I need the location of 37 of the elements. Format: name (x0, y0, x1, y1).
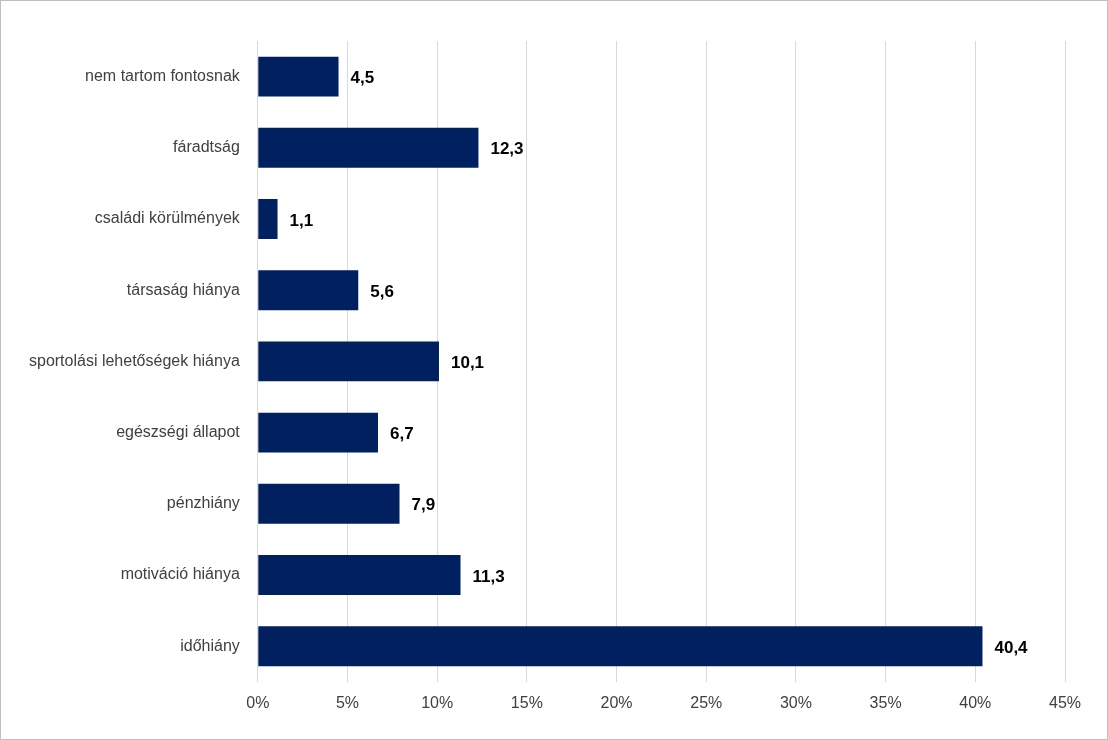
bar (258, 555, 461, 595)
x-tick-label: 30% (779, 693, 812, 711)
data-label: 12,3 (490, 139, 524, 159)
bar (258, 483, 400, 524)
bar (258, 56, 339, 97)
bar (258, 199, 278, 239)
y-tick-label: nem tartom fontosnak (85, 67, 241, 85)
y-tick-label: egészségi állapot (116, 423, 241, 441)
y-tick-label: családi körülmények (94, 209, 241, 227)
bar (258, 626, 983, 667)
data-label: 4,5 (350, 68, 375, 88)
bar (258, 412, 378, 453)
bar (258, 127, 479, 168)
x-tick-label: 45% (1048, 693, 1082, 711)
data-label: 10,1 (450, 353, 485, 373)
y-tick-label: társaság hiánya (126, 280, 240, 298)
bar (258, 341, 439, 382)
data-label: 40,4 (994, 637, 1029, 657)
data-label: 6,7 (389, 424, 414, 444)
x-tick-label: 15% (510, 693, 543, 711)
x-tick-label: 20% (600, 693, 633, 711)
bar (258, 270, 359, 311)
x-tick-label: 25% (690, 693, 723, 711)
y-tick-label: sportolási lehetőségek hiánya (28, 351, 240, 369)
data-label: 11,3 (472, 566, 505, 586)
x-tick-label: 5% (335, 693, 360, 711)
y-tick-label: motiváció hiánya (120, 565, 240, 583)
y-tick-label: időhiány (180, 636, 240, 654)
data-label: 7,9 (411, 495, 436, 515)
x-tick-label: 0% (246, 693, 270, 711)
x-tick-label: 10% (421, 693, 454, 711)
y-tick-label: fáradtság (173, 138, 240, 156)
data-label: 5,6 (370, 281, 394, 301)
y-tick-label: pénzhiány (166, 494, 240, 512)
x-tick-label: 35% (869, 693, 902, 711)
x-tick-label: 40% (959, 693, 992, 711)
data-label: 1,1 (289, 210, 314, 230)
